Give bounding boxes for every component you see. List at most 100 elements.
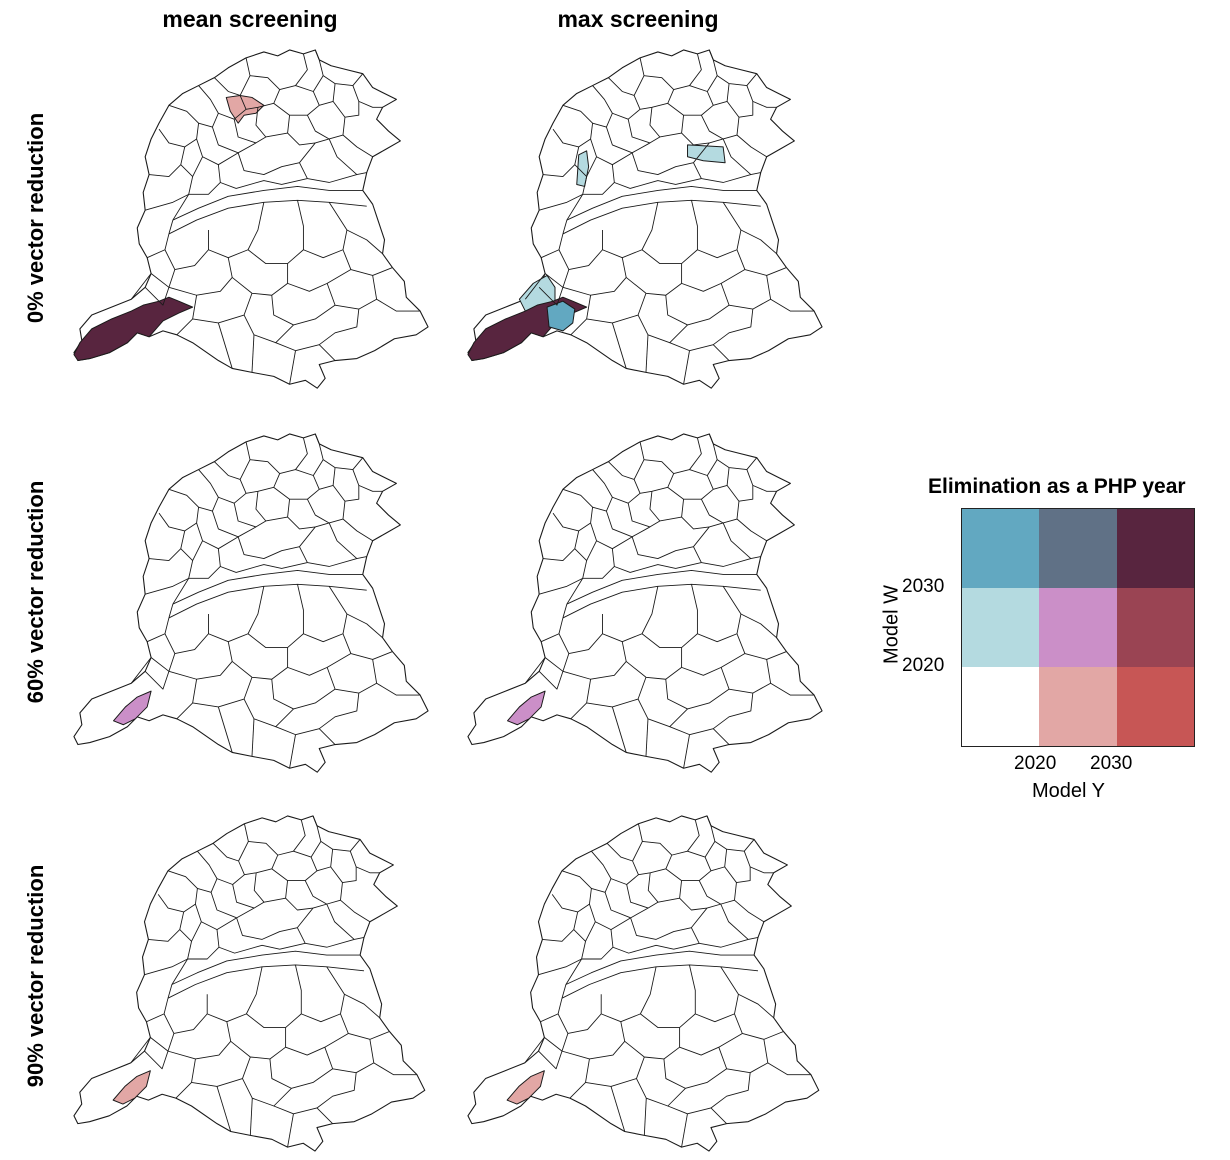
legend-cell <box>962 588 1040 667</box>
district-border <box>683 350 690 385</box>
row-label-90: 90% vector reduction <box>23 864 48 1088</box>
district-border <box>639 75 675 110</box>
district-border <box>342 117 373 158</box>
district-border <box>157 870 198 913</box>
district-border <box>724 866 751 884</box>
district-border <box>640 964 696 1029</box>
district-border <box>145 176 194 211</box>
district-border <box>698 880 735 905</box>
district-border <box>251 718 255 757</box>
district-border <box>174 229 209 270</box>
legend-title: Elimination as a PHP year <box>928 475 1186 498</box>
district-border <box>608 77 641 120</box>
district-border <box>342 249 393 276</box>
district-border <box>376 298 421 312</box>
district-border <box>582 548 615 579</box>
district-border <box>150 633 176 672</box>
district-border <box>312 75 324 92</box>
district-border <box>562 194 584 235</box>
district-border <box>689 53 702 86</box>
district-border <box>736 501 767 542</box>
district-border <box>627 503 661 528</box>
district-border <box>697 202 742 259</box>
district-border <box>246 964 302 1029</box>
district-border <box>708 433 758 471</box>
district-border <box>249 1098 253 1136</box>
district-border <box>606 843 639 885</box>
district-border <box>285 880 327 911</box>
district-border <box>708 49 758 87</box>
district-border <box>695 966 739 1023</box>
district-border <box>551 870 592 913</box>
district-border <box>574 540 597 562</box>
district-border <box>565 950 755 985</box>
district-border <box>242 1078 292 1107</box>
highlighted-district <box>112 1070 151 1105</box>
district-border <box>149 530 186 562</box>
district-border <box>230 1027 287 1060</box>
legend-y-tick: 2020 <box>902 655 945 676</box>
district-border <box>693 162 761 183</box>
district-border <box>245 459 281 494</box>
district-border <box>212 843 245 885</box>
district-border <box>171 950 361 985</box>
district-border <box>606 126 651 154</box>
district-border <box>690 927 759 948</box>
district-border <box>679 880 721 911</box>
district-border <box>299 162 367 183</box>
district-border <box>627 119 661 144</box>
district-border <box>734 1013 784 1040</box>
district-border <box>376 682 421 696</box>
district-border <box>275 309 360 352</box>
district-border <box>218 942 306 954</box>
district-border <box>312 459 324 476</box>
district-border <box>243 698 294 728</box>
district-border <box>647 872 680 903</box>
district-border <box>543 530 580 562</box>
map-panel <box>464 46 826 396</box>
district-border <box>736 117 767 158</box>
district-border <box>352 469 383 492</box>
column-title-mean: mean screening <box>162 6 338 32</box>
map-panel <box>70 46 432 396</box>
district-border <box>539 560 588 595</box>
district-border <box>247 200 304 265</box>
district-border <box>767 1062 811 1076</box>
district-border <box>340 1013 390 1040</box>
district-border <box>561 1021 626 1060</box>
district-border <box>606 510 651 538</box>
district-border <box>614 178 702 189</box>
district-border <box>544 633 570 672</box>
district-border <box>237 142 316 176</box>
district-border <box>287 499 330 530</box>
district-border <box>704 841 716 858</box>
district-border <box>726 101 754 118</box>
district-border <box>538 1050 563 1070</box>
district-border <box>330 866 357 884</box>
map-panel <box>70 430 432 780</box>
district-border <box>562 641 627 680</box>
district-border <box>158 104 200 148</box>
district-border <box>214 461 247 504</box>
district-border <box>538 671 564 690</box>
district-border <box>188 164 221 195</box>
district-border <box>524 1037 545 1064</box>
district-border <box>590 138 633 166</box>
district-border <box>314 433 364 471</box>
district-border <box>611 322 627 369</box>
district-border <box>167 1021 232 1060</box>
district-border <box>187 929 220 960</box>
district-border <box>168 578 190 619</box>
district-border <box>542 911 579 942</box>
district-border <box>328 138 358 175</box>
district-border <box>544 1013 569 1052</box>
legend-cell <box>1116 509 1194 588</box>
district-border <box>273 1072 357 1115</box>
district-border <box>681 1113 688 1148</box>
district-border <box>683 734 690 769</box>
district-border <box>639 459 675 494</box>
district-border <box>306 115 344 140</box>
district-border <box>349 851 380 874</box>
district-border <box>287 1113 294 1148</box>
district-border <box>289 350 296 385</box>
